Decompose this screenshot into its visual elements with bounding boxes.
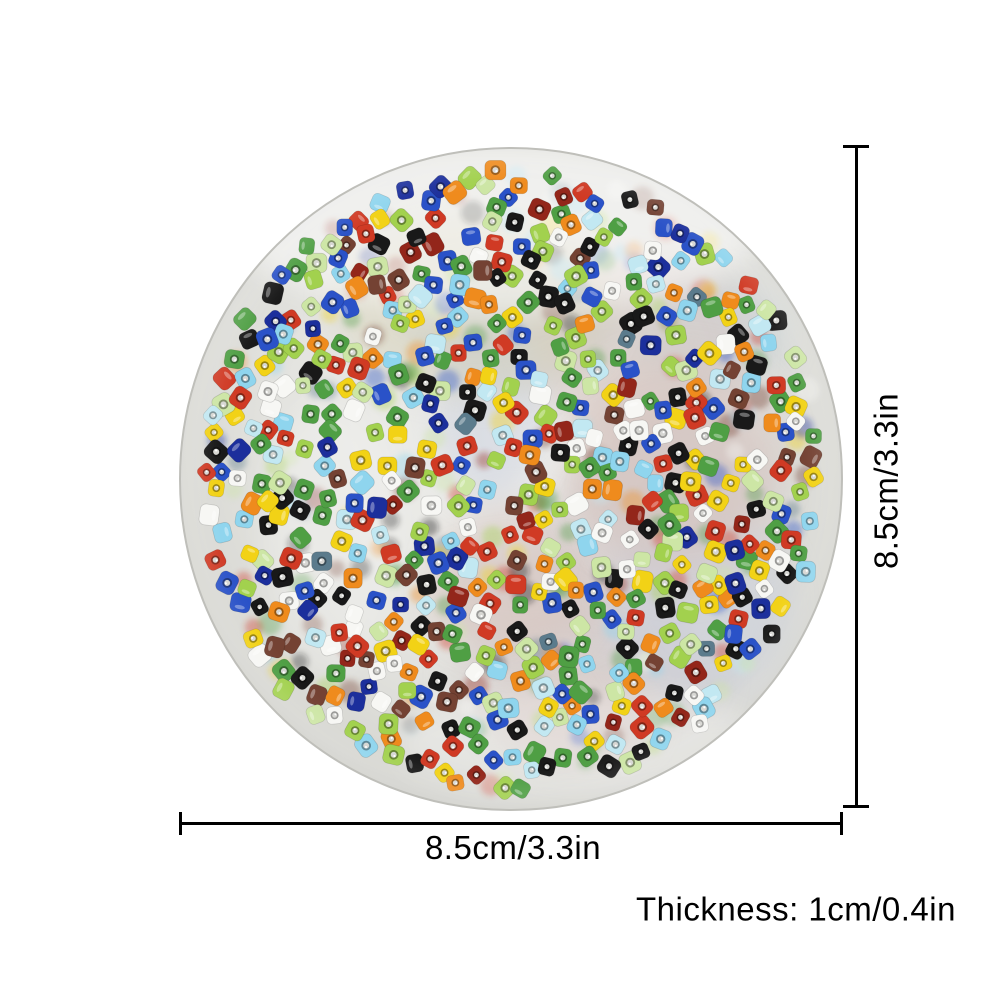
height-dimension-cap-bottom (843, 805, 869, 808)
height-dimension-cap-top (843, 145, 869, 148)
width-dimension-cap-right (840, 812, 843, 835)
height-dimension-label: 8.5cm/3.3in (867, 392, 905, 570)
width-dimension-label: 8.5cm/3.3in (424, 829, 602, 866)
height-dimension-line (855, 146, 858, 807)
thickness-label: Thickness: 1cm/0.4in (636, 890, 956, 928)
width-dimension-cap-left (179, 812, 182, 835)
width-dimension-line (180, 822, 842, 825)
